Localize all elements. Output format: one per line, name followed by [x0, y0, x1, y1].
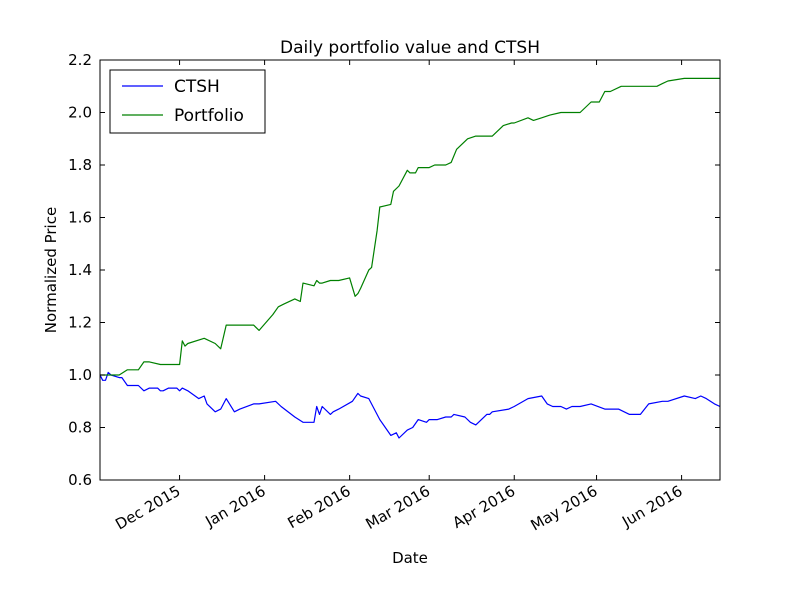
y-tick-label: 1.8 — [68, 156, 92, 174]
y-tick-label: 2.0 — [68, 104, 92, 122]
legend: CTSH Portfolio — [109, 69, 266, 134]
y-tick-label: 1.2 — [68, 314, 92, 332]
x-axis-label: Date — [392, 549, 428, 567]
y-tick-label: 0.8 — [68, 419, 92, 437]
chart-title: Daily portfolio value and CTSH — [280, 38, 540, 58]
series-layer — [99, 77, 721, 439]
y-tick-label: 1.0 — [68, 366, 92, 384]
y-axis-label: Normalized Price — [42, 207, 60, 333]
y-tick-label: 1.4 — [68, 261, 92, 279]
plot-frame — [99, 59, 721, 481]
series-line-ctsh — [99, 371, 721, 439]
y-tick-label: 1.6 — [68, 209, 92, 227]
legend-label-ctsh: CTSH — [174, 77, 220, 97]
legend-label-portfolio: Portfolio — [174, 106, 244, 126]
y-tick-label: 2.2 — [68, 51, 92, 69]
y-tick-label: 0.6 — [68, 471, 92, 489]
legend-box — [109, 69, 266, 134]
series-line-portfolio — [100, 77, 720, 376]
